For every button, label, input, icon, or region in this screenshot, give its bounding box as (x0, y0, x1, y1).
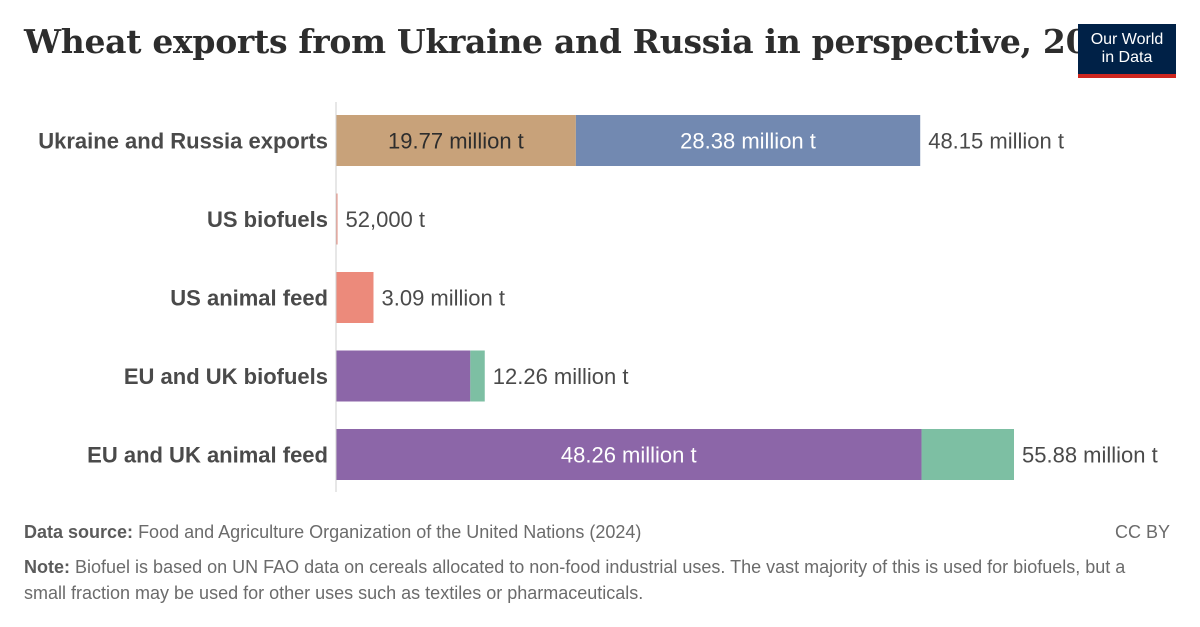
total-label: 52,000 t (346, 207, 426, 232)
source-link[interactable]: Food and Agriculture Organization of the… (138, 522, 642, 542)
category-label: US biofuels (207, 207, 328, 232)
note-label: Note: (24, 557, 70, 577)
bar-segment (336, 272, 374, 323)
bar-segment (336, 429, 922, 480)
category-label: EU and UK animal feed (87, 443, 328, 468)
total-label: 55.88 million t (1022, 443, 1158, 468)
chart-note: Note: Biofuel is based on UN FAO data on… (24, 554, 1154, 606)
bar-segment (575, 115, 921, 166)
category-label: US animal feed (170, 286, 328, 311)
license-link[interactable]: CC BY (1114, 522, 1170, 542)
category-label: EU and UK biofuels (124, 364, 328, 389)
note-text: Biofuel is based on UN FAO data on cerea… (24, 557, 1126, 603)
segment-label: 48.26 million t (561, 443, 697, 468)
bar-segment (470, 350, 485, 402)
bar-segment (336, 193, 338, 245)
segment-label: 19.77 million t (388, 129, 524, 154)
total-label: 3.09 million t (381, 286, 505, 311)
bar-segment (336, 350, 471, 402)
owid-logo[interactable]: Our World in Data (1078, 24, 1176, 78)
bar-segment (336, 115, 576, 166)
logo-line-2: in Data (1101, 49, 1153, 66)
source-label: Data source: (24, 522, 134, 542)
category-label: Ukraine and Russia exports (38, 129, 328, 154)
bar-segment (921, 429, 1014, 480)
data-source: Data source: Food and Agriculture Organi… (24, 522, 641, 543)
total-label: 48.15 million t (928, 129, 1064, 154)
logo-line-1: Our World (1090, 31, 1164, 48)
total-label: 12.26 million t (493, 364, 629, 389)
chart-title: Wheat exports from Ukraine and Russia in… (24, 22, 1134, 61)
segment-label: 28.38 million t (680, 129, 816, 154)
